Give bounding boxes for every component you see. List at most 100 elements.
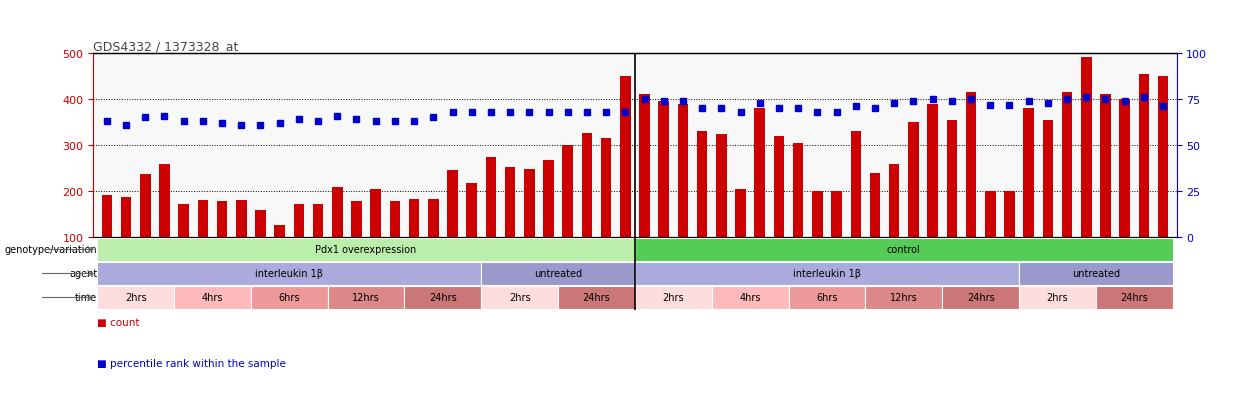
Bar — [121, 197, 131, 238]
Bar — [486, 157, 497, 238]
Text: ■ percentile rank within the sample: ■ percentile rank within the sample — [97, 358, 286, 368]
Bar — [635, 263, 1020, 285]
Text: ■ count: ■ count — [97, 317, 139, 327]
Bar — [1023, 109, 1033, 238]
Bar — [102, 195, 112, 238]
Text: 24hrs: 24hrs — [1120, 293, 1148, 303]
Bar — [635, 287, 712, 309]
Bar — [482, 287, 558, 309]
Text: control: control — [886, 245, 921, 255]
Bar — [482, 263, 635, 285]
Bar — [159, 164, 169, 238]
Text: 2hrs: 2hrs — [509, 293, 530, 303]
Text: untreated: untreated — [1072, 269, 1120, 279]
Bar — [1042, 121, 1053, 238]
Bar — [312, 205, 324, 238]
Bar — [371, 190, 381, 238]
Text: 2hrs: 2hrs — [662, 293, 685, 303]
Bar — [985, 192, 996, 238]
Text: 24hrs: 24hrs — [583, 293, 610, 303]
Bar — [677, 104, 688, 238]
Bar — [793, 143, 803, 238]
Text: GDS4332 / 1373328_at: GDS4332 / 1373328_at — [93, 40, 239, 52]
Text: 24hrs: 24hrs — [967, 293, 995, 303]
Bar — [428, 199, 438, 238]
Text: 6hrs: 6hrs — [279, 293, 300, 303]
Text: 2hrs: 2hrs — [124, 293, 147, 303]
Bar — [1062, 93, 1072, 238]
Bar — [1101, 95, 1111, 238]
Bar — [601, 139, 611, 238]
Bar — [946, 121, 957, 238]
Bar — [865, 287, 942, 309]
Bar — [620, 77, 631, 238]
Bar — [408, 199, 420, 238]
Bar — [332, 187, 342, 238]
Text: 6hrs: 6hrs — [817, 293, 838, 303]
Bar — [1020, 263, 1173, 285]
Bar — [870, 173, 880, 238]
Text: 24hrs: 24hrs — [430, 293, 457, 303]
Bar — [712, 287, 788, 309]
Text: untreated: untreated — [534, 269, 583, 279]
Bar — [174, 287, 250, 309]
Bar — [1096, 287, 1173, 309]
Bar — [198, 200, 208, 238]
Bar — [504, 168, 515, 238]
Bar — [773, 137, 784, 238]
Bar — [659, 102, 669, 238]
Bar — [558, 287, 635, 309]
Bar — [639, 95, 650, 238]
Bar — [754, 109, 766, 238]
Text: 12hrs: 12hrs — [352, 293, 380, 303]
Bar — [237, 200, 247, 238]
Bar — [716, 134, 727, 238]
Text: 4hrs: 4hrs — [202, 293, 223, 303]
Text: Pdx1 overexpression: Pdx1 overexpression — [315, 245, 417, 255]
Bar — [1139, 74, 1149, 238]
Text: 12hrs: 12hrs — [890, 293, 918, 303]
Bar — [1119, 100, 1130, 238]
Bar — [812, 192, 823, 238]
Bar — [327, 287, 405, 309]
Text: 2hrs: 2hrs — [1047, 293, 1068, 303]
Text: interleukin 1β: interleukin 1β — [793, 269, 862, 279]
Bar — [255, 210, 265, 238]
Bar — [447, 170, 458, 238]
Bar — [390, 201, 400, 238]
Bar — [635, 239, 1173, 261]
Bar — [563, 146, 573, 238]
Bar — [581, 134, 593, 238]
Bar — [1005, 192, 1015, 238]
Bar — [467, 183, 477, 238]
Bar — [1081, 58, 1092, 238]
Bar — [217, 201, 228, 238]
Text: time: time — [75, 293, 97, 303]
Bar — [139, 175, 151, 238]
Bar — [274, 225, 285, 238]
Bar — [889, 164, 899, 238]
Text: interleukin 1β: interleukin 1β — [255, 269, 324, 279]
Bar — [250, 287, 327, 309]
Bar — [908, 123, 919, 238]
Text: agent: agent — [68, 269, 97, 279]
Bar — [966, 93, 976, 238]
Bar — [788, 287, 865, 309]
Bar — [405, 287, 482, 309]
Bar — [351, 201, 362, 238]
Bar — [524, 169, 534, 238]
Bar — [543, 161, 554, 238]
Bar — [294, 205, 304, 238]
Text: genotype/variation: genotype/variation — [5, 245, 97, 255]
Bar — [928, 104, 937, 238]
Bar — [697, 132, 707, 238]
Bar — [942, 287, 1020, 309]
Bar — [1020, 287, 1096, 309]
Bar — [736, 190, 746, 238]
Bar — [97, 263, 482, 285]
Bar — [97, 239, 635, 261]
Text: 4hrs: 4hrs — [740, 293, 761, 303]
Bar — [178, 205, 189, 238]
Bar — [1158, 77, 1168, 238]
Bar — [97, 287, 174, 309]
